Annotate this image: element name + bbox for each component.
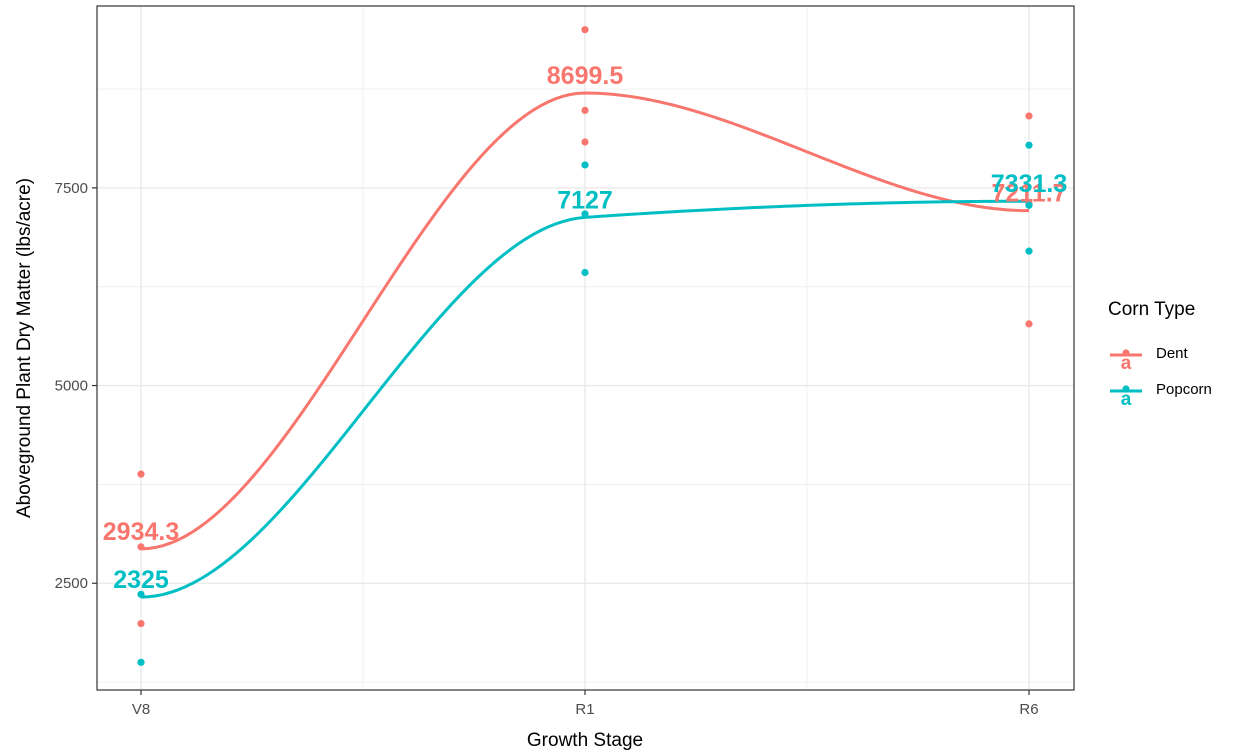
data-point-dent — [1025, 112, 1033, 120]
mean-label-popcorn: 7127 — [557, 186, 613, 214]
legend-key-point — [1122, 385, 1130, 393]
legend-key-glyph: a — [1121, 353, 1132, 374]
x-tick-label: V8 — [132, 701, 150, 718]
data-point-popcorn — [1025, 201, 1033, 209]
mean-labels: 2934.3 8699.5 7211.7 2325 7127 7331.3 — [103, 62, 1067, 594]
mean-label-dent: 2934.3 — [103, 518, 179, 546]
y-tick-label: 5000 — [55, 378, 88, 395]
x-axis-title: Growth Stage — [527, 730, 643, 751]
data-point-dent — [137, 470, 145, 478]
data-point-popcorn — [137, 658, 145, 666]
mean-label-dent: 7211.7 — [991, 180, 1066, 208]
y-tick-label: 7500 — [55, 180, 88, 197]
data-point-popcorn — [581, 161, 589, 169]
data-point-dent — [137, 543, 145, 551]
legend-label-dent: Dent — [1156, 345, 1189, 362]
major-gridlines — [97, 6, 1074, 690]
y-tick-label: 2500 — [55, 575, 88, 592]
data-point-dent — [581, 106, 589, 114]
data-point-popcorn — [137, 590, 145, 598]
y-axis-title: Aboveground Plant Dry Matter (lbs/acre) — [14, 178, 35, 518]
data-point-dent — [1025, 320, 1033, 328]
mean-label-popcorn: 2325 — [113, 566, 169, 594]
legend-title: Corn Type — [1108, 299, 1195, 320]
smooth-curve-dent — [140, 91, 1030, 551]
data-point-popcorn — [581, 268, 589, 277]
x-axis: V8 R1 R6 — [132, 690, 1039, 718]
y-axis: 2500 5000 7500 — [55, 180, 97, 592]
x-tick-label: R6 — [1019, 701, 1038, 718]
x-tick-label: R1 — [575, 701, 594, 718]
data-point-dent — [137, 619, 145, 628]
legend: Corn Type a Dent a Popcorn — [1108, 299, 1212, 410]
data-point-popcorn — [1025, 247, 1033, 255]
data-point-popcorn — [581, 210, 589, 218]
legend-label-popcorn: Popcorn — [1156, 381, 1212, 398]
mean-label-popcorn: 7331.3 — [991, 170, 1067, 198]
data-point-popcorn — [1025, 141, 1033, 149]
data-point-dent — [581, 138, 589, 146]
mean-label-dent: 8699.5 — [547, 62, 624, 90]
data-point-dent — [581, 26, 589, 34]
data-points — [137, 26, 1033, 666]
legend-key-glyph: a — [1121, 389, 1132, 410]
legend-key-point — [1122, 349, 1130, 357]
